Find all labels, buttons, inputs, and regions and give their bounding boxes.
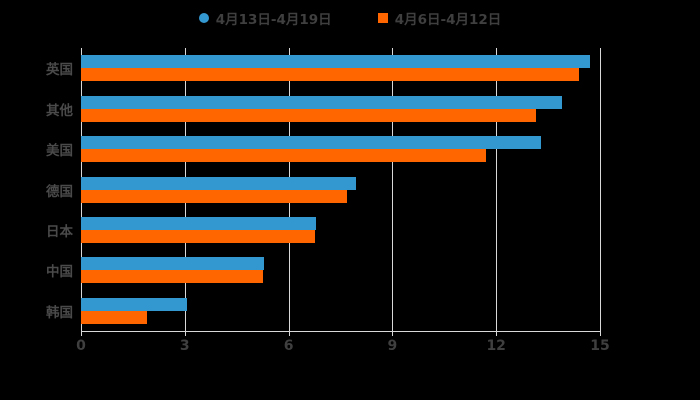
bar-韩国-series-0[interactable]	[81, 297, 187, 311]
bar-英国-series-0[interactable]	[81, 55, 590, 69]
bar-其他-series-1[interactable]	[81, 108, 536, 122]
y-tick-label-德国: 德国	[46, 183, 73, 200]
y-tick-label-中国: 中国	[46, 264, 73, 281]
bar-美国-series-0[interactable]	[81, 136, 542, 150]
legend-marker-circle-blue-icon	[198, 13, 209, 23]
x-tick-mark-0	[81, 331, 82, 336]
x-tick-label-15: 15	[590, 338, 610, 354]
x-tick-mark-3	[184, 331, 186, 336]
x-tick-mark-12	[496, 331, 498, 336]
chart-legend: 4月13日-4月19日 4月6日-4月12日	[0, 6, 700, 30]
legend-marker-square-orange-icon	[377, 13, 388, 23]
bar-德国-series-1[interactable]	[81, 189, 348, 203]
x-tick-mark-9	[392, 331, 394, 336]
bar-group-美国	[81, 136, 600, 163]
bar-group-德国	[81, 176, 600, 203]
bar-group-日本	[81, 216, 600, 243]
x-tick-label-0: 0	[76, 338, 86, 354]
bar-中国-series-0[interactable]	[81, 257, 265, 271]
bar-德国-series-0[interactable]	[81, 176, 357, 190]
y-tick-label-韩国: 韩国	[46, 304, 73, 321]
y-tick-label-其他: 其他	[46, 102, 73, 119]
x-tick-mark-6	[288, 331, 290, 336]
bar-美国-series-1[interactable]	[81, 149, 486, 163]
bar-日本-series-1[interactable]	[81, 229, 315, 243]
x-tick-label-12: 12	[486, 338, 506, 354]
y-axis: 英国其他美国德国日本中国韩国	[0, 48, 73, 331]
y-tick-label-美国: 美国	[46, 143, 73, 160]
y-tick-label-日本: 日本	[46, 223, 73, 240]
gridline-x-12	[496, 48, 498, 331]
bar-group-韩国	[81, 297, 600, 324]
legend-item-series-0[interactable]: 4月13日-4月19日	[198, 8, 332, 28]
x-tick-label-6: 6	[283, 338, 294, 354]
y-tick-label-英国: 英国	[46, 62, 73, 79]
x-tick-mark-15	[600, 331, 601, 336]
bar-英国-series-1[interactable]	[81, 68, 580, 82]
legend-item-series-1[interactable]: 4月6日-4月12日	[377, 8, 502, 28]
bar-group-中国	[81, 257, 600, 284]
x-axis-line	[81, 331, 601, 332]
plot-area	[81, 48, 601, 331]
x-tick-label-3: 3	[179, 338, 190, 354]
bar-韩国-series-1[interactable]	[81, 310, 147, 324]
bar-group-英国	[81, 55, 600, 82]
x-tick-label-9: 9	[387, 338, 398, 354]
bar-中国-series-1[interactable]	[81, 270, 263, 284]
legend-label-series-1: 4月6日-4月12日	[394, 12, 502, 28]
legend-label-series-0: 4月13日-4月19日	[215, 12, 332, 28]
gridline-x-15	[600, 48, 601, 331]
bar-日本-series-0[interactable]	[81, 216, 317, 230]
bar-group-其他	[81, 95, 600, 122]
bar-其他-series-0[interactable]	[81, 95, 562, 109]
gridline-x-9	[392, 48, 394, 331]
